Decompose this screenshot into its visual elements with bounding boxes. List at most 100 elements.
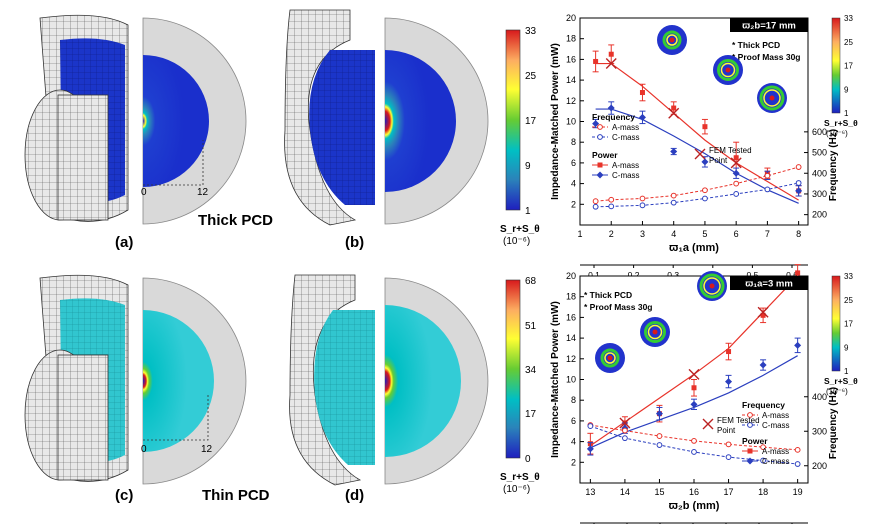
cb-top-label: S_r+S_θ xyxy=(500,224,540,235)
frequency-point xyxy=(702,195,708,202)
legend-power-marker xyxy=(596,171,604,179)
legend-power-marker xyxy=(597,162,603,168)
chart-colorbar: 33 25 17 9 1S_r+S_θ(10⁻⁶) xyxy=(824,14,858,138)
frequency-point xyxy=(794,446,801,453)
cb-bottom-label: S_r+S_θ xyxy=(500,472,540,483)
ytick-left-label: 6 xyxy=(571,416,576,426)
legend-power-label: A-mass xyxy=(612,161,639,170)
legend-power-label: C-mass xyxy=(612,171,640,180)
frequency-point xyxy=(764,186,771,193)
frequency-point xyxy=(622,427,628,434)
xtick-label: 4 xyxy=(671,229,676,239)
panel-label-a: (a) xyxy=(115,234,133,251)
frequency-point xyxy=(587,423,594,429)
power-point xyxy=(759,361,767,369)
fem-inset-1 xyxy=(640,317,670,347)
inset-ring xyxy=(662,30,682,50)
power-point xyxy=(655,410,663,418)
frequency-point xyxy=(608,203,615,210)
frequency-line xyxy=(595,182,799,208)
ytick-left-label: 4 xyxy=(571,437,576,447)
ytick-right-label: 500 xyxy=(812,148,827,158)
power-point xyxy=(732,169,740,177)
frequency-point xyxy=(639,195,646,202)
note-0: * Thick PCD xyxy=(732,40,780,50)
cb-bottom-tick-4: 0 xyxy=(525,454,531,465)
power-point xyxy=(760,312,766,318)
chart-colorbar-tick: 17 xyxy=(844,62,853,71)
fem-panel-d xyxy=(289,274,489,486)
fem-inset-1 xyxy=(713,55,743,85)
chart-colorbar-unit: (10⁻⁶) xyxy=(826,129,848,138)
inset-ring-inner xyxy=(763,89,781,107)
inset-center xyxy=(725,67,731,73)
xtick-label: 13 xyxy=(585,487,595,497)
ytick-left-label: 10 xyxy=(566,117,576,127)
xtick-label: 17 xyxy=(724,487,734,497)
legend-fem-label-line1: FEM Tested xyxy=(709,146,752,155)
ytick-left-label: 16 xyxy=(566,312,576,322)
power-point xyxy=(639,90,645,96)
frequency-point xyxy=(670,199,677,206)
inset-ring xyxy=(759,85,785,111)
ytick-right-label: 300 xyxy=(812,426,827,436)
cb-top-unit: (10⁻⁶) xyxy=(503,236,530,247)
legend: FrequencyA-massC-massPowerA-massC-massFE… xyxy=(592,112,752,180)
chart-colorbar: 33 25 17 9 1S_r+S_θ(10⁻⁶) xyxy=(824,272,858,396)
legend-frequency-title: Frequency xyxy=(592,112,635,122)
chart-colorbar-label: S_r+S_θ xyxy=(824,118,858,128)
frequency-point xyxy=(592,198,599,205)
ytick-right-label: 400 xyxy=(812,168,827,178)
frequency-point xyxy=(733,180,740,187)
y-axis-left-title: Impedance-Matched Power (mW) xyxy=(550,43,561,200)
secondary-xtick-label: 0.2 xyxy=(628,270,640,280)
fem-inset-0 xyxy=(657,25,687,55)
scale-zero-c: 0 xyxy=(141,444,147,455)
frequency-point xyxy=(764,172,771,179)
xtick-label: 3 xyxy=(640,229,645,239)
ytick-right-label: 300 xyxy=(812,189,827,199)
power-point xyxy=(702,124,708,130)
row-label-top: Thick PCD xyxy=(198,212,273,229)
inset-center xyxy=(709,283,715,289)
frequency-point xyxy=(795,180,802,186)
chart-colorbar-tick: 17 xyxy=(844,320,853,329)
ytick-left-label: 2 xyxy=(571,457,576,467)
fem-panel-b xyxy=(284,9,489,226)
frequency-point xyxy=(639,202,646,209)
legend-power-label: A-mass xyxy=(762,447,789,456)
fem-tested-point xyxy=(730,157,742,169)
power-point xyxy=(586,445,594,453)
frequency-point xyxy=(733,191,740,197)
fem-inset-2 xyxy=(757,83,787,113)
ytick-left-label: 8 xyxy=(571,137,576,147)
ytick-right-label: 200 xyxy=(812,210,827,220)
power-point xyxy=(638,113,646,121)
frequency-line xyxy=(595,166,799,202)
frequency-point xyxy=(592,203,599,210)
power-point xyxy=(726,349,732,355)
ytick-left-label: 20 xyxy=(566,13,576,23)
power-point xyxy=(593,58,599,64)
legend-frequency-label: C-mass xyxy=(762,421,790,430)
inset-ring-inner xyxy=(604,352,616,364)
legend-power-marker xyxy=(747,448,753,454)
series-frequency-c-mass xyxy=(587,423,801,467)
legend-frequency-marker xyxy=(747,412,753,418)
ytick-left-label: 6 xyxy=(571,158,576,168)
chart-colorbar-unit: (10⁻⁶) xyxy=(826,387,848,396)
legend-frequency-marker xyxy=(597,124,603,130)
power-point xyxy=(701,158,709,166)
xtick-label: 6 xyxy=(734,229,739,239)
ytick-left-label: 2 xyxy=(571,199,576,209)
fem-panel-c xyxy=(24,274,247,485)
ytick-left-label: 14 xyxy=(566,75,576,85)
legend-power-marker xyxy=(746,457,754,465)
box-label-bg xyxy=(730,276,808,290)
inset-ring-inner xyxy=(703,277,721,295)
power-point xyxy=(608,51,614,57)
chart-colorbar-tick: 9 xyxy=(844,85,849,94)
chart-colorbar-tick: 9 xyxy=(844,343,849,352)
fem-scale-bottom: 0 12 Thin PCD xyxy=(141,395,270,504)
xtick-label: 5 xyxy=(702,229,707,239)
